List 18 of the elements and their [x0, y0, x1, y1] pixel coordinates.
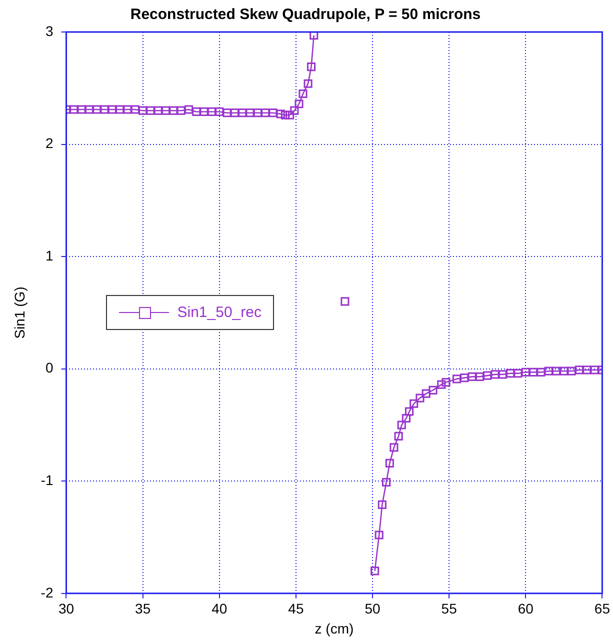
y-tick-label: -2 — [40, 584, 54, 600]
chart-title: Reconstructed Skew Quadrupole, P = 50 microns — [130, 6, 481, 24]
legend-label: Sin1_50_rec — [177, 304, 262, 322]
x-tick-label: 45 — [288, 600, 304, 617]
x-axis-title: z (cm) — [314, 620, 354, 636]
x-tick-label: 55 — [441, 600, 458, 617]
x-tick-label: 35 — [135, 600, 151, 617]
y-tick-label: 2 — [45, 135, 54, 152]
y-tick-label: 1 — [45, 247, 54, 264]
y-tick-label: 3 — [45, 22, 54, 39]
y-tick-label: 0 — [45, 360, 54, 376]
x-tick-label: 50 — [364, 600, 381, 617]
x-tick-label: 40 — [212, 600, 228, 617]
x-tick-label: 60 — [518, 600, 534, 617]
x-tick-label: 30 — [58, 600, 74, 617]
x-tick-label: 65 — [594, 600, 610, 617]
y-axis-title: Sin1 (G) — [11, 286, 28, 339]
y-tick-label: -1 — [40, 472, 54, 488]
